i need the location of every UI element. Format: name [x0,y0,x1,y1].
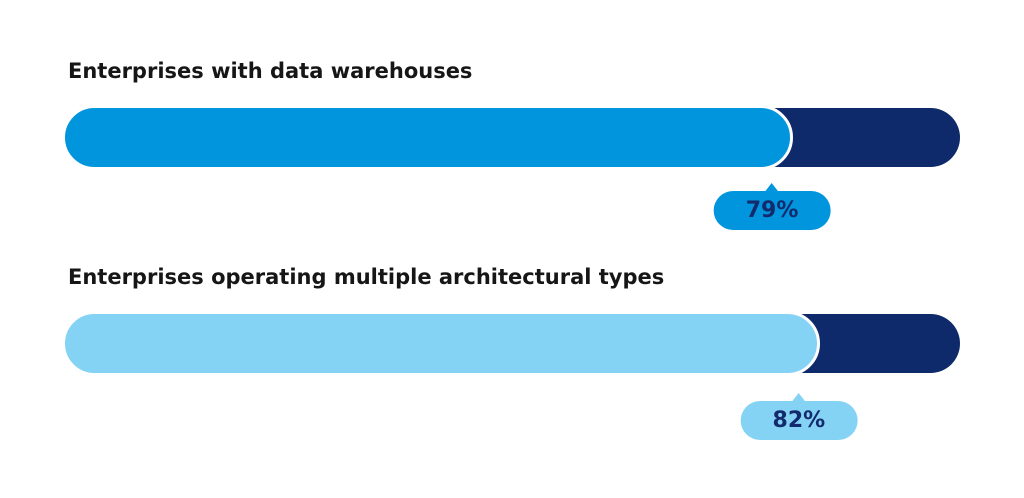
badge-value-label: 79% [713,191,831,230]
badge-value-label: 82% [740,401,858,440]
bar-title: Enterprises with data warehouses [68,59,473,83]
bar-title: Enterprises operating multiple architect… [68,265,665,289]
bar-group-architectural-types: Enterprises operating multiple architect… [62,264,960,440]
bar-fill [62,105,794,170]
bar-track [62,105,960,170]
badge-pointer-icon [765,183,780,192]
bar-track [62,311,960,376]
bar-fill [62,311,820,376]
bar-group-data-warehouses: Enterprises with data warehouses 79% [62,58,960,230]
value-badge: 82% [740,393,858,440]
badge-pointer-icon [791,393,806,402]
value-badge: 79% [713,183,831,230]
